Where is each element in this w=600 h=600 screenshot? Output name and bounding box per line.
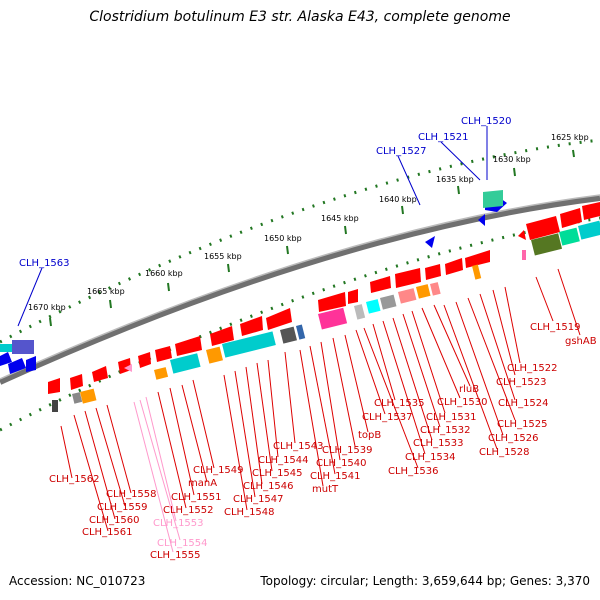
label-clh-1528: CLH_1528: [479, 447, 530, 458]
outer-major-ticks: [49, 149, 575, 327]
kbp-tick-1630: 1630 kbp: [493, 155, 531, 164]
label-clh-1562: CLH_1562: [49, 474, 100, 485]
label-clh-1547: CLH_1547: [233, 494, 284, 505]
kbp-tick-1670: 1670 kbp: [28, 303, 66, 312]
label-clh-1521: CLH_1521: [418, 132, 469, 143]
label-clh-1525: CLH_1525: [497, 419, 548, 430]
label-clh-1551: CLH_1551: [171, 492, 222, 503]
top-strand-genes: [425, 190, 507, 248]
label-clh-1554: CLH_1554: [157, 538, 208, 549]
label-clh-1549: CLH_1549: [193, 465, 244, 476]
label-clh-1535: CLH_1535: [374, 398, 425, 409]
label-clh-1522: CLH_1522: [507, 363, 558, 374]
kbp-tick-1645: 1645 kbp: [321, 214, 359, 223]
genome-backbone: [0, 195, 600, 385]
label-clh-1545: CLH_1545: [252, 468, 303, 479]
inner-ruler-track: [0, 216, 600, 432]
label-clh-1558: CLH_1558: [106, 489, 157, 500]
label-clh-1530: CLH_1530: [437, 397, 488, 408]
top-gene-labels: CLH_1520 CLH_1521 CLH_1527 CLH_1563: [19, 116, 512, 269]
label-clh-1534: CLH_1534: [405, 452, 456, 463]
label-clh-1519: CLH_1519: [530, 322, 581, 333]
label-clh-1548: CLH_1548: [224, 507, 275, 518]
label-mutt: mutT: [312, 484, 339, 495]
label-clh-1531: CLH_1531: [426, 412, 477, 423]
kbp-tick-1655: 1655 kbp: [204, 252, 242, 261]
label-clh-1532: CLH_1532: [420, 425, 471, 436]
label-mana: manA: [188, 478, 217, 489]
label-clh-1563: CLH_1563: [19, 258, 70, 269]
kbp-tick-1650: 1650 kbp: [264, 234, 302, 243]
kbp-tick-1635: 1635 kbp: [436, 175, 474, 184]
label-clh-1560: CLH_1560: [89, 515, 140, 526]
kbp-tick-1665: 1665 kbp: [87, 287, 125, 296]
label-clh-1540: CLH_1540: [316, 458, 367, 469]
label-gshab: gshAB: [565, 336, 597, 347]
bottom-gene-labels: CLH_1519 gshAB CLH_1522 CLH_1523 CLH_152…: [49, 322, 597, 561]
label-clh-1520: CLH_1520: [461, 116, 512, 127]
label-rlub: rluB: [459, 384, 479, 395]
page-title: Clostridium botulinum E3 str. Alaska E43…: [89, 9, 511, 25]
label-clh-1539: CLH_1539: [322, 445, 373, 456]
label-clh-1533: CLH_1533: [413, 438, 464, 449]
kbp-tick-1640: 1640 kbp: [379, 195, 417, 204]
kbp-tick-1625: 1625 kbp: [551, 133, 589, 142]
genome-summary-text: Topology: circular; Length: 3,659,644 bp…: [260, 574, 590, 588]
label-clh-1552: CLH_1552: [163, 505, 214, 516]
bottom-strand-genes: [48, 202, 600, 394]
left-top-genes: [0, 340, 36, 374]
label-clh-1524: CLH_1524: [498, 398, 549, 409]
bottom-leader-lines: [60, 268, 581, 532]
label-clh-1536: CLH_1536: [388, 466, 439, 477]
top-leader-lines: [17, 126, 488, 327]
label-clh-1541: CLH_1541: [310, 471, 361, 482]
label-clh-1526: CLH_1526: [488, 433, 539, 444]
label-clh-1553: CLH_1553: [153, 518, 204, 529]
label-clh-1527: CLH_1527: [376, 146, 427, 157]
label-topb: topB: [358, 430, 381, 441]
label-clh-1537: CLH_1537: [362, 412, 413, 423]
kbp-tick-labels: 1625 kbp 1630 kbp 1635 kbp 1640 kbp 1645…: [28, 133, 589, 312]
accession-text: Accession: NC_010723: [9, 574, 146, 588]
label-clh-1543: CLH_1543: [273, 441, 324, 452]
label-clh-1523: CLH_1523: [496, 377, 547, 388]
kbp-tick-1660: 1660 kbp: [145, 269, 183, 278]
bottom-strand-colored-genes: [52, 220, 600, 412]
label-clh-1559: CLH_1559: [97, 502, 148, 513]
label-clh-1561: CLH_1561: [82, 527, 133, 538]
label-clh-1546: CLH_1546: [243, 481, 294, 492]
label-clh-1555: CLH_1555: [150, 550, 201, 561]
label-clh-1544: CLH_1544: [258, 455, 309, 466]
